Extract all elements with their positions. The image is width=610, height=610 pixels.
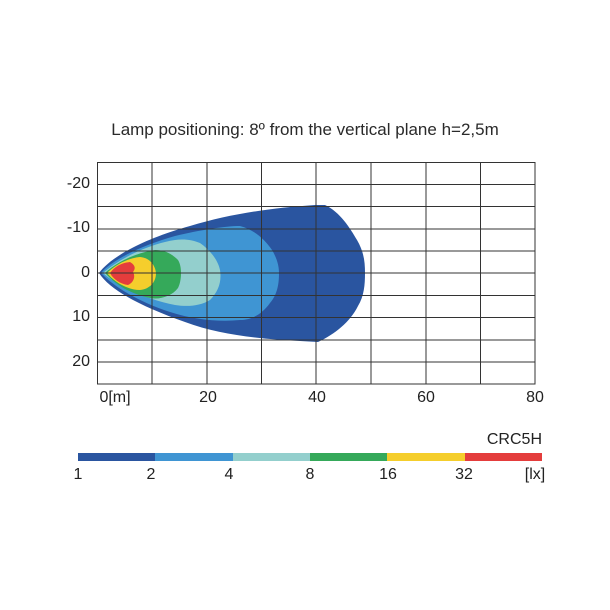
legend-swatch-32lx xyxy=(464,453,542,461)
y-tick-label: -20 xyxy=(66,175,90,192)
x-tick-label: 80 xyxy=(526,389,544,406)
legend-label: 2 xyxy=(146,466,156,483)
legend-color-bar xyxy=(78,453,542,461)
legend-swatch-16-32lx xyxy=(387,453,465,461)
x-tick-label: 20 xyxy=(199,389,217,406)
product-label: CRC5H xyxy=(486,431,542,448)
y-tick-label: 0 xyxy=(81,264,90,281)
legend-label: 1 xyxy=(73,466,83,483)
y-tick-label: 10 xyxy=(72,308,90,325)
grid xyxy=(97,162,536,385)
x-tick-label: 0[m] xyxy=(99,389,131,406)
legend-swatch-1-2lx xyxy=(78,453,156,461)
legend-label: 8 xyxy=(305,466,315,483)
legend-label: 16 xyxy=(379,466,397,483)
x-tick-label: 60 xyxy=(417,389,435,406)
chart-title: Lamp positioning: 8º from the vertical p… xyxy=(111,120,499,139)
legend-swatch-8-16lx xyxy=(309,453,388,461)
legend-label: 4 xyxy=(224,466,234,483)
x-tick-label: 40 xyxy=(308,389,326,406)
legend-swatch-4-8lx xyxy=(232,453,310,461)
y-tick-label: -10 xyxy=(66,219,90,236)
legend-unit-label: [lx] xyxy=(524,466,546,483)
y-tick-label: 20 xyxy=(72,353,90,370)
legend-label: 32 xyxy=(455,466,473,483)
legend-swatch-2-4lx xyxy=(155,453,233,461)
